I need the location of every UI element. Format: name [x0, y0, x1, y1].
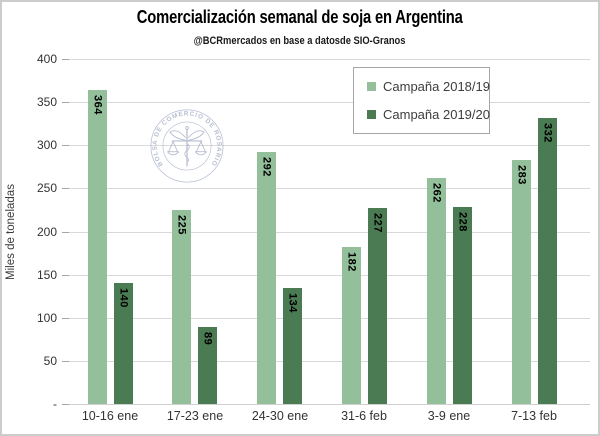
- bar-value-label: 292: [260, 157, 273, 177]
- y-axis-tick-label: 150: [36, 268, 57, 282]
- bar-series2-17-23-ene: [198, 327, 217, 404]
- y-axis-tick-label: 350: [36, 95, 57, 109]
- bar-series2-7-13-feb: [538, 118, 557, 404]
- x-axis-label: 3-9 ene: [427, 409, 471, 423]
- y-axis-tickmark: [62, 361, 69, 362]
- y-axis-tickmark: [62, 102, 69, 103]
- y-axis-tick-label: 400: [36, 52, 57, 66]
- bar-value-label: 134: [286, 293, 299, 313]
- gridline: [69, 275, 590, 276]
- bar-series2-31-6-feb: [368, 208, 387, 404]
- y-axis-tickmark: [62, 145, 69, 146]
- y-axis-tickmark: [62, 232, 69, 233]
- bar-value-label: 182: [345, 252, 358, 272]
- x-axis-label: 10-16 ene: [81, 409, 139, 423]
- gridline: [69, 188, 590, 189]
- bar-value-label: 140: [117, 288, 130, 308]
- legend-label: Campaña 2018/19: [383, 78, 490, 94]
- y-axis-tick-label: 200: [36, 225, 57, 239]
- bar-series2-3-9-ene: [453, 207, 472, 404]
- y-axis-tick-label: 300: [36, 138, 57, 152]
- chart-title: Comercialización semanal de soja en Arge…: [137, 7, 463, 27]
- bar-value-label: 228: [456, 212, 469, 232]
- bar-series1-3-9-ene: [427, 178, 446, 404]
- gridline: [69, 59, 590, 60]
- y-axis-tickmark: [62, 275, 69, 276]
- y-axis-tickmark: [62, 318, 69, 319]
- x-axis-label: 31-6 feb: [341, 409, 387, 423]
- gridline: [69, 361, 590, 362]
- y-axis-tick-label: -: [53, 397, 57, 411]
- bar-value-label: 262: [430, 183, 443, 203]
- bar-value-label: 332: [541, 123, 554, 143]
- legend-swatch-icon: [367, 81, 376, 91]
- bar-value-label: 283: [515, 165, 528, 185]
- bar-value-label: 227: [371, 213, 384, 233]
- y-axis-tick-label: 250: [36, 181, 57, 195]
- gridline: [69, 318, 590, 319]
- bar-series1-7-13-feb: [512, 160, 531, 404]
- bar-series1-10-16-ene: [88, 90, 107, 404]
- bar-series2-24-30-ene: [283, 288, 302, 404]
- chart-subtitle: @BCRmercados en base a datosde SIO-Grano…: [194, 35, 406, 47]
- y-axis-tickmark: [62, 188, 69, 189]
- y-axis-tick-label: 50: [43, 354, 57, 368]
- y-axis-tick-label: 100: [36, 311, 57, 325]
- x-axis-label: 24-30 ene: [251, 409, 309, 423]
- bar-series1-24-30-ene: [257, 152, 276, 404]
- gridline: [69, 102, 590, 103]
- bar-value-label: 89: [201, 332, 214, 346]
- bar-value-label: 364: [91, 95, 104, 115]
- bar-value-label: 225: [175, 215, 188, 235]
- gridline: [69, 404, 590, 405]
- legend-label: Campaña 2019/20: [383, 107, 490, 123]
- legend-item-1: Campaña 2018/19: [354, 78, 490, 94]
- y-axis-tickmark: [62, 59, 69, 60]
- legend: Campaña 2018/19 Campaña 2019/20: [353, 67, 490, 134]
- y-axis-tickmark: [62, 404, 69, 405]
- bar-series1-31-6-feb: [342, 247, 361, 404]
- gridline: [69, 232, 590, 233]
- bar-series2-10-16-ene: [114, 283, 133, 404]
- legend-item-2: Campaña 2019/20: [354, 107, 490, 123]
- bcr-seal-watermark: BOLSA DE COMERCIO DE ROSARIO: [150, 109, 224, 183]
- bar-series1-17-23-ene: [172, 210, 191, 404]
- caduceus-icon: [167, 126, 207, 167]
- legend-swatch-icon: [367, 110, 376, 120]
- x-axis-label: 17-23 ene: [166, 409, 224, 423]
- seal-inner-circle: [162, 121, 212, 171]
- seal-outer-circle: [150, 109, 224, 183]
- x-axis-label: 7-13 feb: [511, 409, 557, 423]
- gridline: [69, 145, 590, 146]
